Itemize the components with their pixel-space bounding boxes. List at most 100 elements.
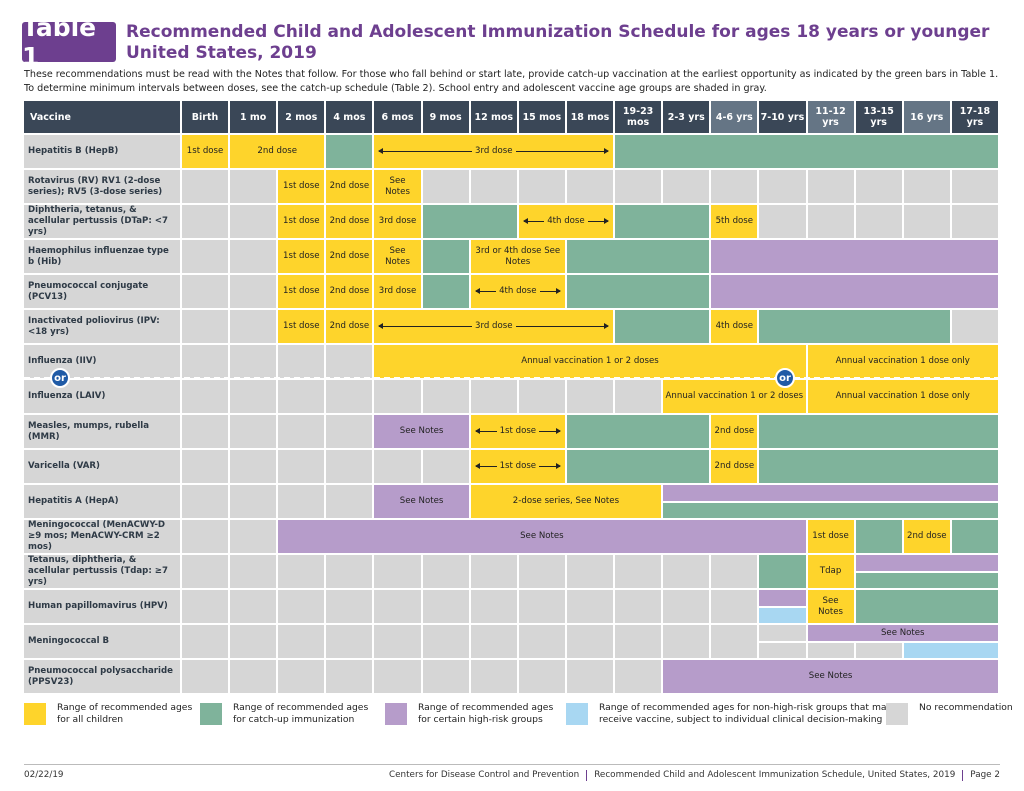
no-recommendation-cell: [855, 205, 902, 238]
intro-line: To determine minimum intervals between d…: [24, 83, 767, 94]
schedule-bar: Annual vaccination 1 dose only: [807, 345, 998, 378]
bar-text: 2nd dose: [329, 321, 370, 332]
schedule-bar: [422, 205, 517, 238]
no-recommendation-cell: [374, 625, 421, 658]
legend-text: No recommendation: [919, 702, 1013, 713]
no-recommendation-cell: [422, 590, 469, 623]
schedule-bar: [759, 415, 998, 448]
no-recommendation-cell: [807, 205, 854, 238]
no-recommendation-cell: [566, 380, 614, 413]
bar-text: 2nd dose: [714, 426, 755, 437]
schedule-bar: 4th dose: [470, 275, 565, 308]
column-header: 13-15 yrs: [855, 101, 902, 133]
column-header: 6 mos: [374, 101, 421, 133]
bar-text: 3rd dose: [475, 146, 513, 157]
bar-text: 3rd dose: [378, 216, 417, 227]
arrow: [515, 323, 609, 329]
schedule-bar: 3rd dose: [374, 310, 614, 343]
no-recommendation-cell: [326, 660, 373, 693]
no-recommendation-cell: [182, 170, 229, 203]
schedule-bar: 1st dose: [278, 170, 325, 203]
no-recommendation-cell: [951, 205, 998, 238]
legend-swatch: [385, 703, 407, 725]
vaccine-label: Haemophilus influenzae type b (Hib): [24, 240, 180, 273]
vaccine-label: Rotavirus (RV) RV1 (2-dose series); RV5 …: [24, 170, 180, 203]
no-recommendation-cell: [326, 345, 373, 378]
schedule-bar: [566, 275, 710, 308]
schedule-bar: [951, 520, 998, 553]
arrow: [474, 288, 497, 294]
schedule-bar: 2nd dose: [326, 205, 373, 238]
schedule-bar: [422, 240, 469, 273]
column-header: Birth: [182, 101, 229, 133]
footer-part: Centers for Disease Control and Preventi…: [388, 770, 580, 780]
no-recommendation-cell: [374, 380, 421, 413]
schedule-bar: See Notes: [374, 415, 469, 448]
no-recommendation-cell: [182, 625, 229, 658]
no-recommendation-cell: [518, 660, 565, 693]
subtitle: United States, 2019: [126, 43, 317, 63]
column-header: 7-10 yrs: [759, 101, 806, 133]
no-recommendation-cell: [182, 555, 229, 588]
bar-text: See Notes: [385, 176, 410, 197]
vaccine-label: Varicella (VAR): [24, 450, 180, 483]
schedule-bar: [855, 572, 998, 588]
no-recommendation-cell: [566, 555, 614, 588]
schedule-bar: 2nd dose: [326, 275, 373, 308]
no-recommendation-cell: [326, 590, 373, 623]
schedule-bar: See Notes: [663, 660, 998, 693]
legend-swatch: [566, 703, 588, 725]
no-recommendation-cell: [807, 170, 854, 203]
bar-text: 1st dose: [283, 286, 320, 297]
no-recommendation-cell: [663, 555, 710, 588]
schedule-bar: 1st dose: [278, 275, 325, 308]
footer-rule: [24, 764, 1000, 765]
column-header: 2-3 yrs: [663, 101, 710, 133]
no-recommendation-cell: [326, 555, 373, 588]
no-recommendation-cell: [230, 415, 277, 448]
no-recommendation-cell: [470, 625, 517, 658]
no-recommendation-cell: [615, 625, 662, 658]
schedule-bar: [615, 310, 710, 343]
no-recommendation-cell: [566, 590, 614, 623]
no-recommendation-cell: [278, 660, 325, 693]
vaccine-label: Hepatitis B (HepB): [24, 135, 180, 168]
no-recommendation-cell: [422, 380, 469, 413]
legend-swatch: [24, 703, 46, 725]
bar-text: See Notes: [399, 426, 444, 437]
no-recommendation-cell: [711, 625, 758, 658]
no-recommendation-cell: [182, 310, 229, 343]
vaccine-label: Meningococcal (MenACWY-D ≥9 mos; MenACWY…: [24, 520, 180, 553]
no-recommendation-cell: [278, 485, 325, 518]
legend-text: Range of recommended ages for all childr…: [57, 702, 193, 725]
legend-swatch: [886, 703, 908, 725]
vaccine-header: Vaccine: [24, 101, 180, 133]
no-recommendation-cell: [470, 660, 517, 693]
no-recommendation-cell: [374, 555, 421, 588]
no-recommendation-cell: [518, 625, 565, 658]
bar-text: 4th dose: [547, 216, 585, 227]
bar-text: 4th dose: [715, 321, 754, 332]
schedule-bar: 2nd dose: [903, 520, 950, 553]
bar-text: 2nd dose: [907, 531, 947, 542]
schedule-bar: 3rd dose: [374, 205, 421, 238]
schedule-bar: 2nd dose: [711, 415, 758, 448]
schedule-bar: 2nd dose: [711, 450, 758, 483]
schedule-bar: 1st dose: [278, 240, 325, 273]
schedule-bar: See Notes: [374, 485, 469, 518]
no-recommendation-cell: [711, 170, 758, 203]
no-recommendation-cell: [230, 555, 277, 588]
bar-text: See Notes: [818, 596, 843, 617]
column-header: 17-18 yrs: [951, 101, 998, 133]
column-header: 15 mos: [518, 101, 565, 133]
schedule-bar: 2nd dose: [326, 170, 373, 203]
vaccine-label: Measles, mumps, rubella (MMR): [24, 415, 180, 448]
schedule-bar: 2nd dose: [326, 240, 373, 273]
no-recommendation-cell: [855, 170, 902, 203]
column-header: 4-6 yrs: [711, 101, 758, 133]
bar-text: 1st dose: [186, 146, 224, 157]
schedule-bar: [566, 450, 710, 483]
vaccine-label: Influenza (IIV): [24, 345, 180, 378]
no-recommendation-cell: [903, 205, 950, 238]
no-recommendation-cell: [278, 590, 325, 623]
